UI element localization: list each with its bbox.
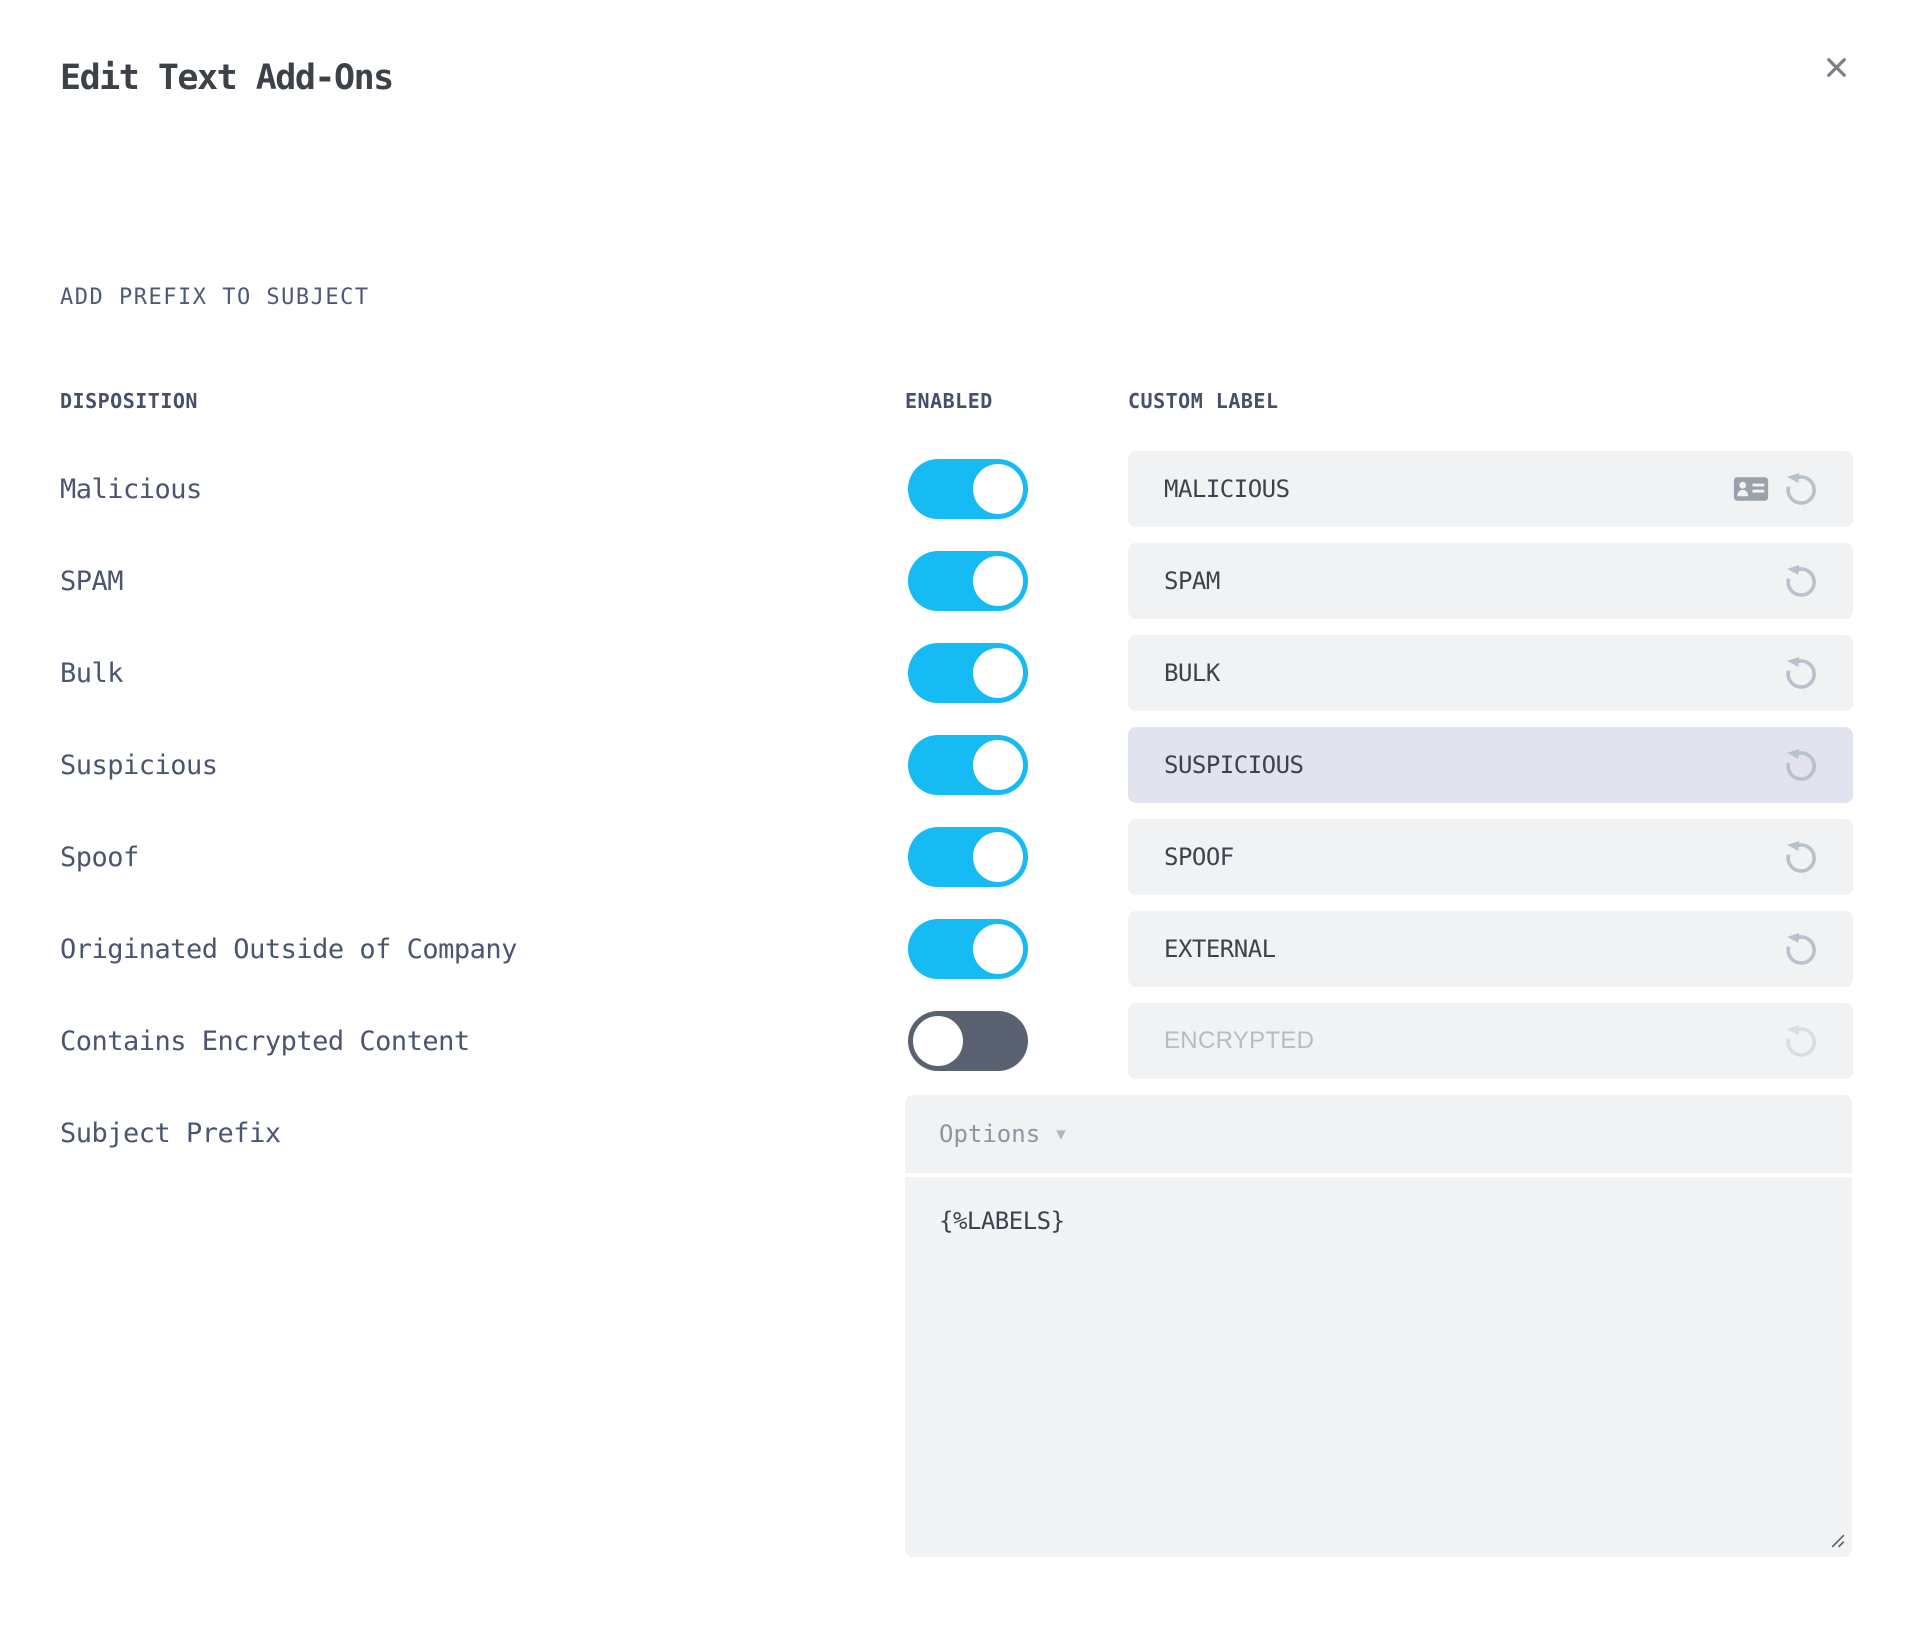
table-row: Spoof: [0, 819, 1908, 895]
table-column-headers: DISPOSITION ENABLED CUSTOM LABEL: [0, 389, 1908, 413]
disposition-label: Malicious: [60, 473, 202, 505]
close-icon: [1821, 52, 1852, 83]
enabled-toggle[interactable]: [908, 735, 1028, 795]
toggle-cell: [905, 735, 1128, 795]
toggle-knob: [913, 1016, 963, 1066]
table-row: SPAM: [0, 543, 1908, 619]
custom-label-input[interactable]: [1128, 727, 1853, 803]
subject-prefix-row: Subject Prefix Options ▾ {%LABELS}: [0, 1095, 1908, 1557]
custom-label-input[interactable]: [1128, 819, 1853, 895]
disposition-label: Bulk: [60, 657, 124, 689]
options-menu-button[interactable]: Options ▾: [905, 1095, 1852, 1173]
custom-label-input[interactable]: [1128, 543, 1853, 619]
toggle-knob: [973, 464, 1023, 514]
disposition-label: Contains Encrypted Content: [60, 1025, 470, 1057]
enabled-toggle[interactable]: [908, 827, 1028, 887]
disposition-label: Suspicious: [60, 749, 218, 781]
column-header-custom-label: CUSTOM LABEL: [1128, 389, 1279, 413]
toggle-cell: [905, 643, 1128, 703]
toggle-knob: [973, 556, 1023, 606]
subject-prefix-label: Subject Prefix: [60, 1118, 281, 1149]
enabled-toggle[interactable]: [908, 643, 1028, 703]
custom-label-field: [1128, 451, 1853, 527]
custom-label-input[interactable]: [1128, 911, 1853, 987]
reset-icon[interactable]: [1780, 929, 1821, 970]
toggle-knob: [973, 924, 1023, 974]
custom-label-field: [1128, 911, 1853, 987]
disposition-table: Malicious: [0, 451, 1908, 1079]
subject-prefix-textarea[interactable]: {%LABELS}: [905, 1177, 1852, 1557]
reset-icon: [1780, 1021, 1821, 1062]
reset-icon[interactable]: [1780, 653, 1821, 694]
custom-label-field: [1128, 819, 1853, 895]
toggle-cell: [905, 551, 1128, 611]
toggle-cell: [905, 919, 1128, 979]
toggle-knob: [973, 648, 1023, 698]
custom-label-field: [1128, 543, 1853, 619]
options-menu-label: Options: [939, 1120, 1041, 1148]
toggle-knob: [973, 740, 1023, 790]
section-title: ADD PREFIX TO SUBJECT: [60, 285, 370, 310]
dialog-header: Edit Text Add-Ons: [0, 0, 1908, 100]
enabled-toggle[interactable]: [908, 551, 1028, 611]
column-header-enabled: ENABLED: [905, 389, 993, 413]
dialog-title: Edit Text Add-Ons: [60, 58, 394, 98]
reset-icon[interactable]: [1780, 837, 1821, 878]
resize-grip-icon[interactable]: [1829, 1532, 1846, 1549]
toggle-knob: [973, 832, 1023, 882]
column-header-disposition: DISPOSITION: [60, 389, 198, 413]
custom-label-field: [1128, 635, 1853, 711]
table-row: Suspicious: [0, 727, 1908, 803]
table-row: Malicious: [0, 451, 1908, 527]
table-row: Bulk: [0, 635, 1908, 711]
reset-icon[interactable]: [1780, 469, 1821, 510]
dropdown-arrow-icon: ▾: [1056, 1123, 1066, 1145]
custom-label-field: [1128, 1003, 1853, 1079]
toggle-cell: [905, 1011, 1128, 1071]
enabled-toggle[interactable]: [908, 919, 1028, 979]
custom-label-input: [1128, 1003, 1853, 1079]
enabled-toggle[interactable]: [908, 1011, 1028, 1071]
close-button[interactable]: [1817, 48, 1856, 87]
toggle-cell: [905, 827, 1128, 887]
custom-label-field: [1128, 727, 1853, 803]
custom-label-input[interactable]: [1128, 451, 1853, 527]
custom-label-input[interactable]: [1128, 635, 1853, 711]
disposition-label: SPAM: [60, 565, 124, 597]
reset-icon[interactable]: [1780, 561, 1821, 602]
disposition-label: Spoof: [60, 841, 139, 873]
disposition-label: Originated Outside of Company: [60, 933, 517, 965]
enabled-toggle[interactable]: [908, 459, 1028, 519]
toggle-cell: [905, 459, 1128, 519]
reset-icon[interactable]: [1780, 745, 1821, 786]
contact-card-icon[interactable]: [1733, 476, 1769, 502]
table-row: Originated Outside of Company: [0, 911, 1908, 987]
subject-prefix-editor: Options ▾ {%LABELS}: [905, 1095, 1852, 1557]
table-row: Contains Encrypted Content: [0, 1003, 1908, 1079]
